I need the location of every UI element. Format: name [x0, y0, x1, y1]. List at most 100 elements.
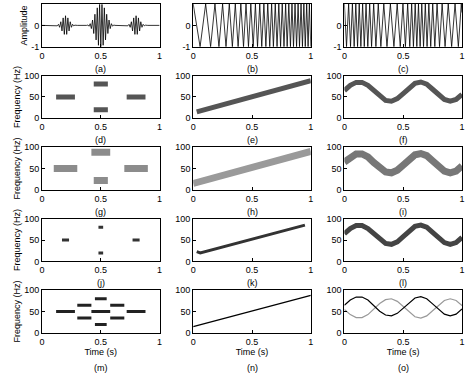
svg-text:0: 0: [185, 113, 190, 123]
svg-text:0: 0: [39, 194, 44, 204]
svg-text:1: 1: [157, 51, 162, 61]
svg-text:0: 0: [39, 51, 44, 61]
svg-text:0: 0: [34, 185, 39, 195]
svg-text:0: 0: [337, 113, 342, 123]
svg-text:0: 0: [342, 265, 347, 275]
svg-text:1: 1: [308, 265, 313, 275]
svg-text:-1: -1: [334, 42, 342, 52]
svg-text:0: 0: [34, 113, 39, 123]
svg-text:50: 50: [180, 235, 190, 245]
svg-text:100: 100: [175, 285, 190, 295]
svg-text:Time (s): Time (s): [84, 347, 117, 357]
svg-text:-1: -1: [31, 42, 39, 52]
svg-text:0: 0: [342, 337, 347, 347]
svg-text:(o): (o): [398, 363, 409, 373]
svg-text:100: 100: [327, 285, 342, 295]
svg-text:-1: -1: [182, 42, 190, 52]
svg-text:0.5: 0.5: [397, 194, 410, 204]
svg-text:50: 50: [180, 164, 190, 174]
svg-text:(f): (f): [399, 135, 408, 145]
svg-text:0.5: 0.5: [95, 51, 108, 61]
svg-text:0: 0: [39, 265, 44, 275]
svg-text:0.5: 0.5: [397, 122, 410, 132]
svg-text:0: 0: [191, 194, 196, 204]
svg-text:0: 0: [337, 328, 342, 338]
svg-text:Frequency (Hz): Frequency (Hz): [12, 66, 22, 128]
svg-text:50: 50: [332, 307, 342, 317]
svg-text:0.5: 0.5: [95, 337, 108, 347]
svg-text:100: 100: [175, 142, 190, 152]
svg-text:0: 0: [337, 21, 342, 31]
svg-text:1: 1: [157, 122, 162, 132]
svg-text:(k): (k): [247, 278, 258, 288]
svg-text:(i): (i): [399, 207, 407, 217]
svg-text:(b): (b): [247, 64, 258, 74]
svg-text:1: 1: [459, 194, 464, 204]
svg-text:0.5: 0.5: [246, 122, 259, 132]
svg-text:(j): (j): [97, 278, 105, 288]
svg-text:100: 100: [24, 214, 39, 224]
svg-text:(c): (c): [398, 64, 409, 74]
svg-text:100: 100: [175, 71, 190, 81]
svg-text:0: 0: [342, 51, 347, 61]
svg-text:0: 0: [191, 51, 196, 61]
svg-text:50: 50: [332, 235, 342, 245]
svg-text:50: 50: [180, 307, 190, 317]
svg-text:0.5: 0.5: [95, 265, 108, 275]
svg-text:1: 1: [157, 194, 162, 204]
svg-text:1: 1: [459, 337, 464, 347]
svg-text:0: 0: [39, 337, 44, 347]
svg-text:1: 1: [308, 337, 313, 347]
svg-text:50: 50: [29, 235, 39, 245]
svg-text:0: 0: [337, 257, 342, 267]
svg-text:100: 100: [175, 214, 190, 224]
svg-text:Amplitude: Amplitude: [19, 5, 29, 45]
svg-text:0: 0: [39, 122, 44, 132]
svg-text:0: 0: [34, 328, 39, 338]
svg-text:0: 0: [185, 185, 190, 195]
svg-text:1: 1: [459, 51, 464, 61]
svg-text:0.5: 0.5: [397, 51, 410, 61]
svg-text:0.5: 0.5: [397, 265, 410, 275]
svg-text:(g): (g): [95, 207, 106, 217]
svg-text:50: 50: [29, 92, 39, 102]
svg-text:0: 0: [191, 337, 196, 347]
svg-text:50: 50: [332, 164, 342, 174]
svg-text:0.5: 0.5: [246, 51, 259, 61]
svg-text:0: 0: [342, 122, 347, 132]
svg-text:(d): (d): [95, 135, 106, 145]
svg-text:1: 1: [157, 337, 162, 347]
svg-text:100: 100: [24, 142, 39, 152]
svg-text:Frequency (Hz): Frequency (Hz): [12, 137, 22, 199]
svg-text:0: 0: [34, 257, 39, 267]
svg-text:50: 50: [180, 92, 190, 102]
svg-text:(e): (e): [247, 135, 258, 145]
svg-text:100: 100: [327, 142, 342, 152]
svg-text:100: 100: [327, 214, 342, 224]
svg-text:(h): (h): [247, 207, 258, 217]
svg-text:100: 100: [24, 285, 39, 295]
svg-text:0.5: 0.5: [246, 337, 259, 347]
svg-text:100: 100: [24, 71, 39, 81]
svg-text:50: 50: [332, 92, 342, 102]
svg-text:0.5: 0.5: [246, 194, 259, 204]
svg-text:0: 0: [337, 185, 342, 195]
svg-text:0: 0: [191, 122, 196, 132]
svg-text:0: 0: [185, 328, 190, 338]
svg-text:(m): (m): [94, 363, 108, 373]
svg-text:50: 50: [29, 307, 39, 317]
svg-text:0: 0: [185, 21, 190, 31]
svg-text:(l): (l): [399, 278, 407, 288]
svg-text:(a): (a): [95, 64, 106, 74]
svg-text:0.5: 0.5: [95, 122, 108, 132]
svg-text:0: 0: [185, 257, 190, 267]
svg-text:1: 1: [308, 122, 313, 132]
svg-text:0: 0: [342, 194, 347, 204]
svg-text:0: 0: [191, 265, 196, 275]
svg-text:Time (s): Time (s): [387, 347, 420, 357]
svg-text:0.5: 0.5: [95, 194, 108, 204]
svg-text:1: 1: [157, 265, 162, 275]
svg-text:100: 100: [327, 71, 342, 81]
svg-text:1: 1: [308, 51, 313, 61]
svg-text:0: 0: [34, 21, 39, 31]
